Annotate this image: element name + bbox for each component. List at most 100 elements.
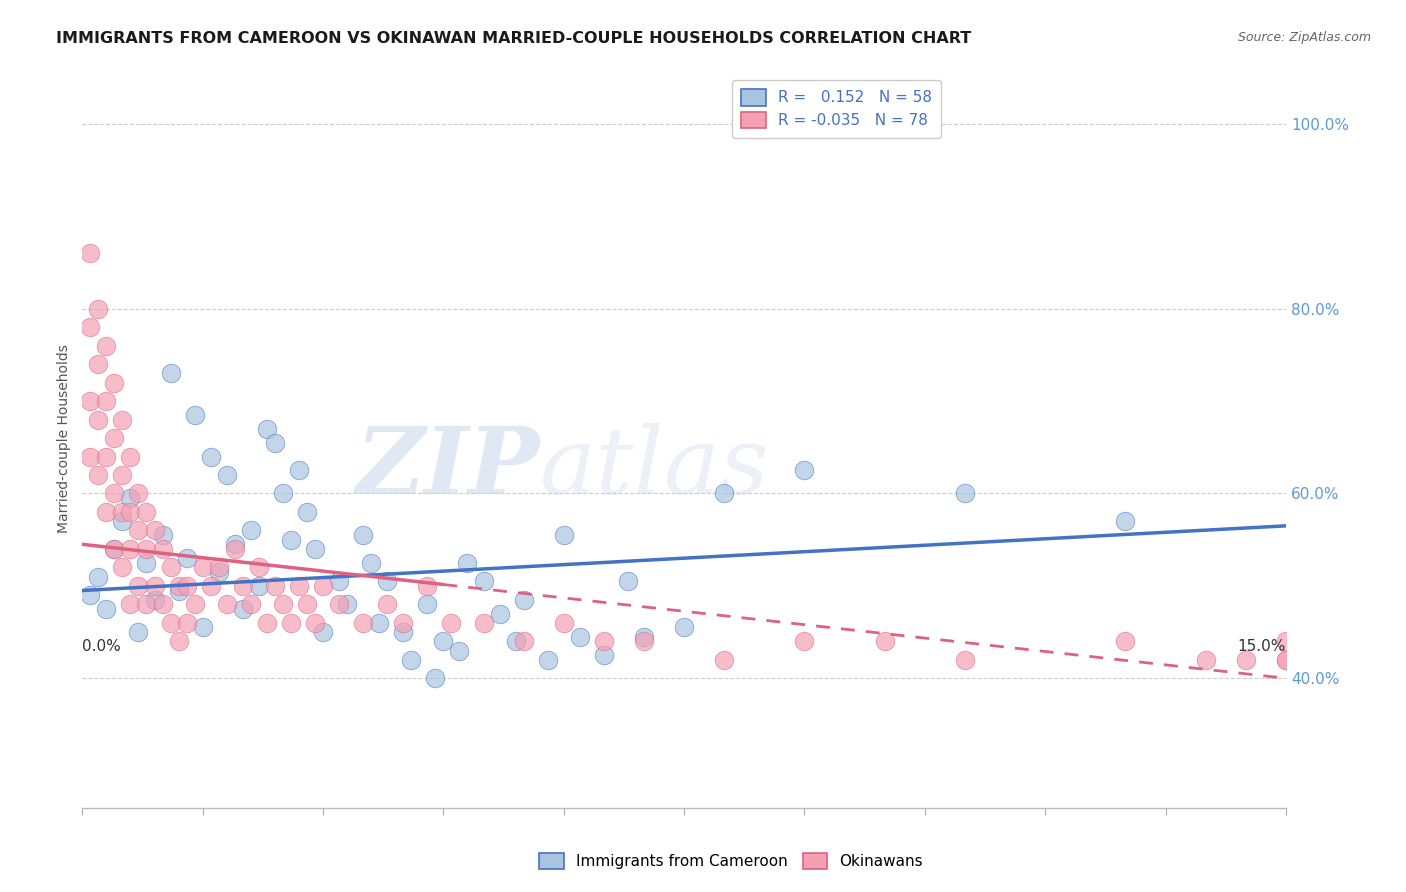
Point	[401, 653, 423, 667]
Point	[120, 598, 142, 612]
Point	[152, 541, 174, 556]
Point	[103, 431, 125, 445]
Point	[183, 408, 205, 422]
Text: Source: ZipAtlas.com: Source: ZipAtlas.com	[1237, 31, 1371, 45]
Point	[512, 592, 534, 607]
Point	[553, 615, 575, 630]
Point	[120, 450, 142, 464]
Point	[103, 376, 125, 390]
Point	[416, 598, 439, 612]
Point	[633, 630, 655, 644]
Point	[304, 615, 326, 630]
Point	[312, 625, 335, 640]
Point	[256, 422, 278, 436]
Point	[215, 468, 238, 483]
Point	[79, 588, 101, 602]
Point	[488, 607, 510, 621]
Point	[87, 412, 110, 426]
Point	[352, 528, 374, 542]
Point	[568, 630, 591, 644]
Point	[713, 486, 735, 500]
Point	[111, 560, 134, 574]
Point	[288, 579, 311, 593]
Point	[271, 598, 294, 612]
Point	[1234, 653, 1257, 667]
Point	[167, 579, 190, 593]
Text: IMMIGRANTS FROM CAMEROON VS OKINAWAN MARRIED-COUPLE HOUSEHOLDS CORRELATION CHART: IMMIGRANTS FROM CAMEROON VS OKINAWAN MAR…	[56, 31, 972, 46]
Point	[505, 634, 527, 648]
Point	[176, 615, 198, 630]
Point	[617, 574, 640, 589]
Point	[328, 574, 350, 589]
Point	[87, 301, 110, 316]
Point	[304, 541, 326, 556]
Point	[191, 560, 214, 574]
Y-axis label: Married-couple Households: Married-couple Households	[58, 343, 72, 533]
Point	[96, 602, 118, 616]
Point	[239, 524, 262, 538]
Point	[79, 394, 101, 409]
Point	[159, 367, 181, 381]
Point	[96, 394, 118, 409]
Point	[176, 579, 198, 593]
Point	[352, 615, 374, 630]
Point	[135, 541, 157, 556]
Point	[159, 615, 181, 630]
Point	[793, 463, 815, 477]
Point	[392, 615, 415, 630]
Point	[232, 602, 254, 616]
Point	[328, 598, 350, 612]
Point	[96, 505, 118, 519]
Point	[127, 625, 149, 640]
Point	[673, 620, 696, 634]
Point	[87, 357, 110, 371]
Point	[96, 339, 118, 353]
Point	[288, 463, 311, 477]
Point	[135, 556, 157, 570]
Point	[449, 643, 471, 657]
Point	[280, 533, 302, 547]
Point	[96, 450, 118, 464]
Point	[280, 615, 302, 630]
Point	[152, 528, 174, 542]
Point	[152, 598, 174, 612]
Text: 0.0%: 0.0%	[83, 639, 121, 654]
Point	[472, 615, 495, 630]
Legend: R =   0.152   N = 58, R = -0.035   N = 78: R = 0.152 N = 58, R = -0.035 N = 78	[733, 80, 941, 137]
Point	[79, 246, 101, 260]
Point	[87, 569, 110, 583]
Point	[103, 541, 125, 556]
Point	[713, 653, 735, 667]
Point	[167, 583, 190, 598]
Point	[120, 541, 142, 556]
Point	[368, 615, 391, 630]
Point	[440, 615, 463, 630]
Point	[873, 634, 896, 648]
Point	[183, 598, 205, 612]
Point	[224, 541, 246, 556]
Point	[191, 620, 214, 634]
Point	[793, 634, 815, 648]
Point	[208, 565, 231, 579]
Point	[143, 579, 166, 593]
Point	[215, 598, 238, 612]
Point	[1275, 653, 1298, 667]
Point	[224, 537, 246, 551]
Point	[79, 320, 101, 334]
Point	[135, 505, 157, 519]
Point	[375, 574, 398, 589]
Point	[264, 579, 287, 593]
Point	[472, 574, 495, 589]
Point	[111, 468, 134, 483]
Point	[416, 579, 439, 593]
Point	[1114, 634, 1136, 648]
Point	[232, 579, 254, 593]
Point	[247, 579, 270, 593]
Point	[432, 634, 454, 648]
Point	[1275, 634, 1298, 648]
Point	[176, 551, 198, 566]
Legend: Immigrants from Cameroon, Okinawans: Immigrants from Cameroon, Okinawans	[533, 847, 929, 875]
Point	[1195, 653, 1218, 667]
Point	[239, 598, 262, 612]
Point	[953, 486, 976, 500]
